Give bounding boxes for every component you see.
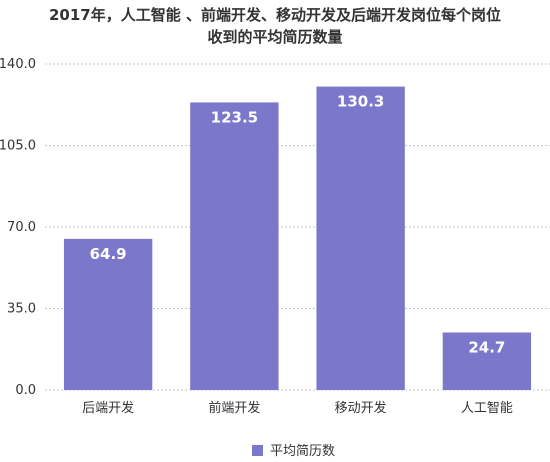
bars [63, 86, 532, 391]
y-tick-label: 35.0 [7, 302, 36, 317]
data-label: 64.9 [90, 245, 127, 263]
chart-title-line-2: 收到的平均简历数量 [207, 28, 342, 46]
bar [442, 332, 532, 390]
bar [63, 238, 153, 390]
chart-title-line-1: 2017年，人工智能 、前端开发、移动开发及后端开发岗位每个岗位 [49, 6, 501, 24]
x-category-label: 人工智能 [461, 401, 513, 416]
y-tick-label: 70.0 [7, 220, 36, 235]
legend-label: 平均简历数 [270, 443, 335, 459]
x-category-label: 前端开发 [208, 400, 260, 416]
y-axis-ticks: 0.0 35.0 70.0 105.0 140.0 [0, 57, 36, 398]
data-label: 123.5 [211, 108, 258, 126]
data-label: 24.7 [468, 338, 505, 356]
y-tick-label: 0.0 [15, 383, 36, 398]
data-labels: 64.9 123.5 130.3 24.7 [90, 93, 506, 357]
legend-swatch [252, 445, 263, 456]
bar [316, 86, 405, 390]
x-axis-categories: 后端开发 前端开发 移动开发 人工智能 [82, 400, 513, 416]
x-category-label: 后端开发 [82, 400, 134, 416]
bar [190, 102, 279, 391]
legend: 平均简历数 [252, 443, 335, 459]
chart-title: 2017年，人工智能 、前端开发、移动开发及后端开发岗位每个岗位 收到的平均简历… [49, 6, 501, 46]
data-label: 130.3 [337, 93, 384, 111]
y-tick-label: 140.0 [0, 57, 36, 72]
x-category-label: 移动开发 [335, 400, 387, 416]
y-tick-label: 105.0 [0, 139, 36, 154]
